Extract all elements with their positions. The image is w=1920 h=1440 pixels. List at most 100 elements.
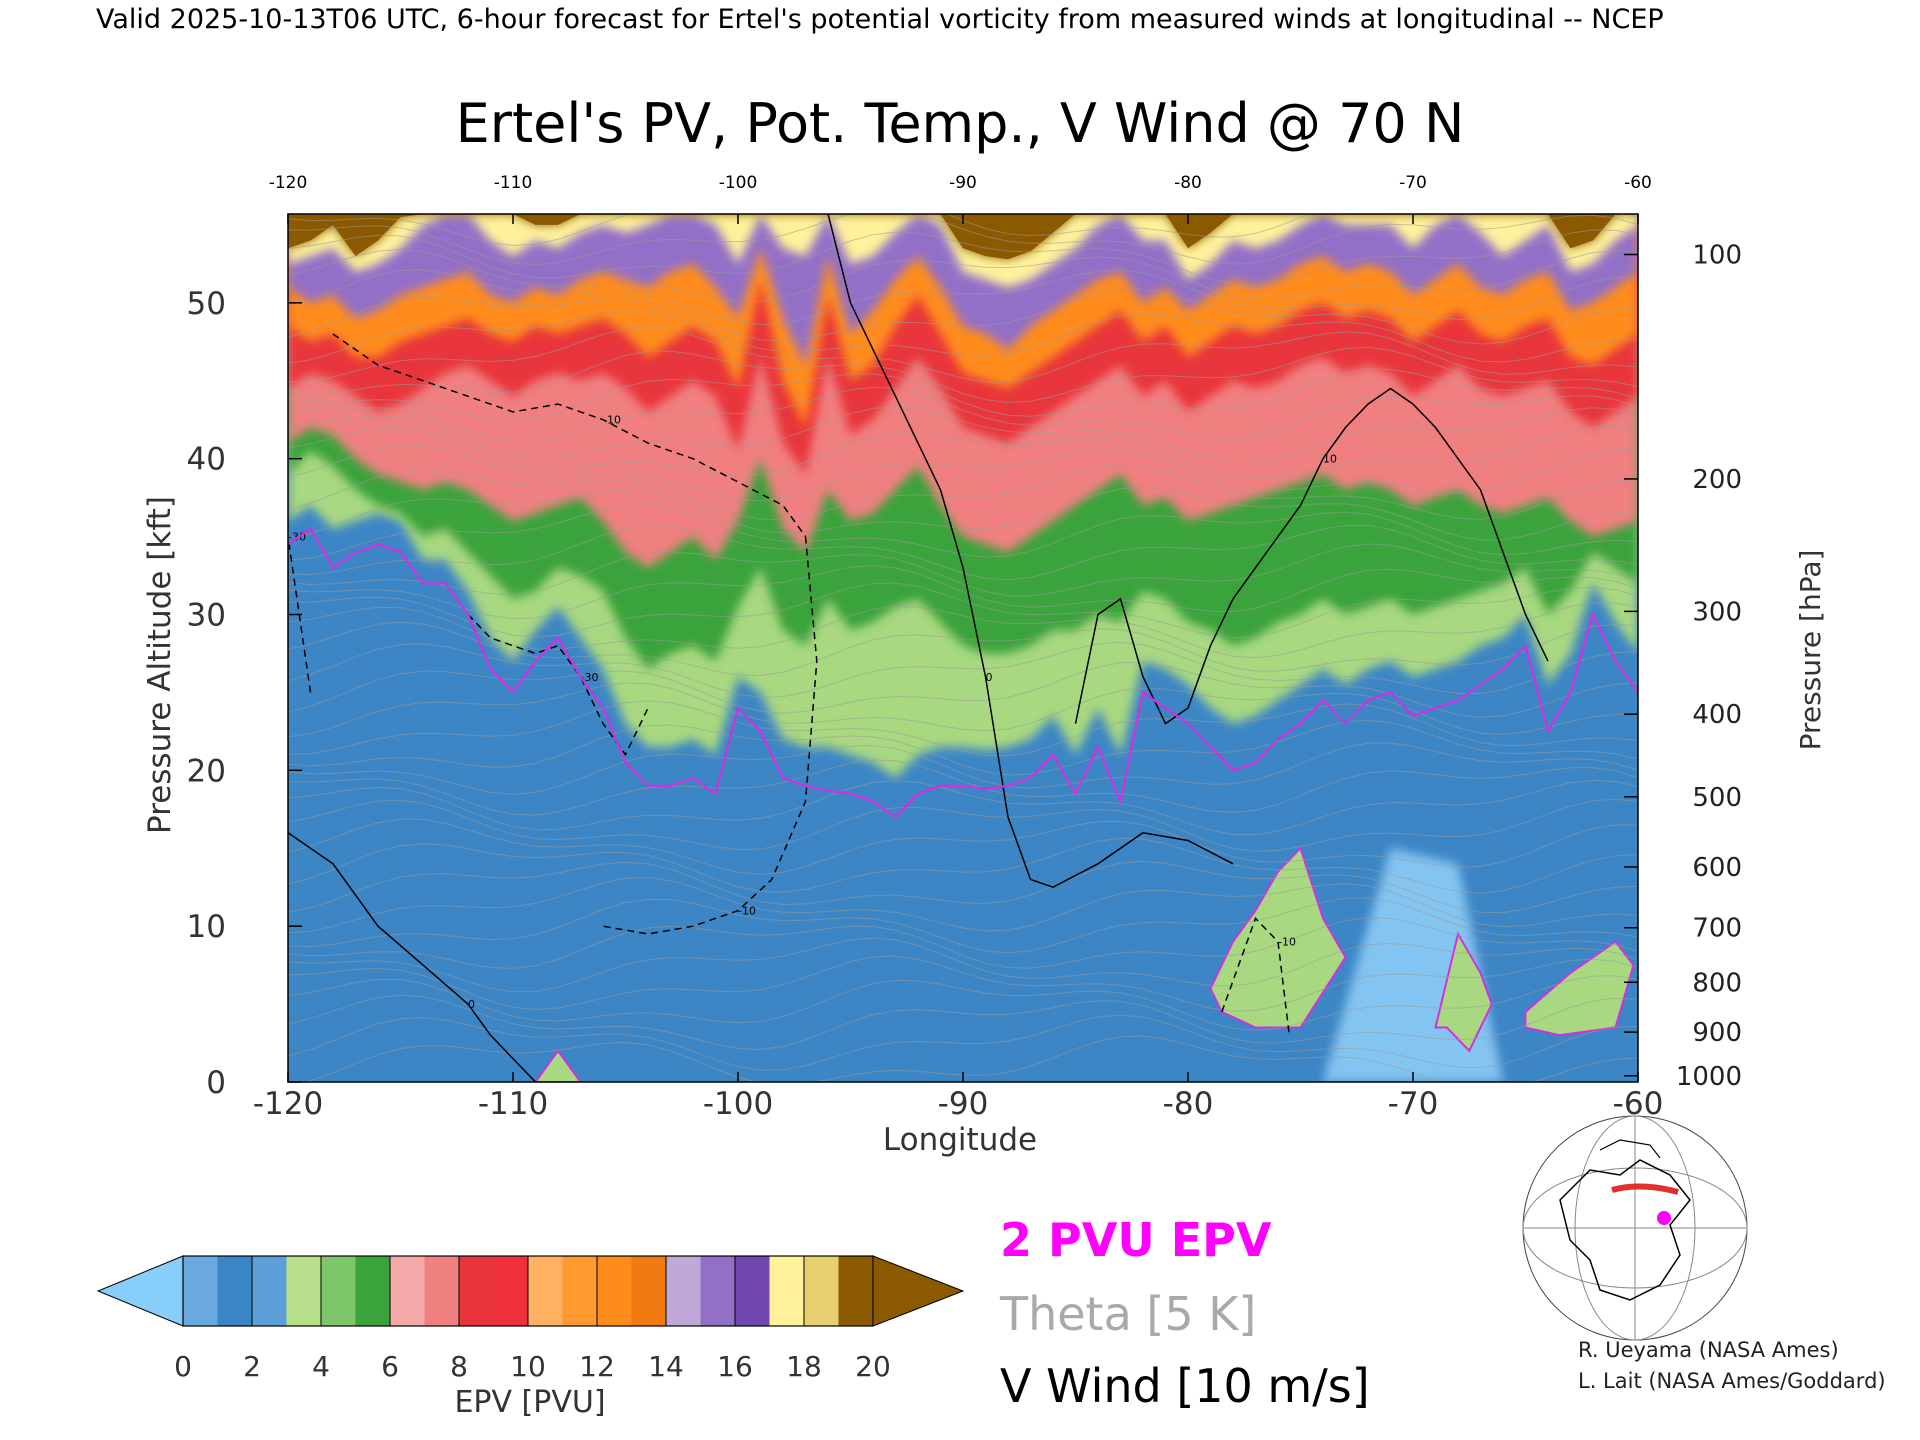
lower-pv-patch <box>1209 846 1347 1029</box>
theta-contour <box>288 621 1638 677</box>
x-tick-label: -120 <box>253 1086 323 1122</box>
epv-layer-16 <box>288 214 1638 366</box>
vwind-contour <box>602 536 818 935</box>
y-tick-label: 10 <box>187 909 226 945</box>
y-tick-label: 20 <box>187 753 226 789</box>
colorbar-swatch <box>528 1256 563 1326</box>
theta-contour <box>288 897 1638 954</box>
theta-contour <box>288 425 1638 480</box>
x-top-tick-label: -60 <box>1624 173 1652 193</box>
vwind-contour-label: -10 <box>1278 936 1296 949</box>
vwind-contour-label: -10 <box>738 905 756 918</box>
theta-contour <box>288 818 1638 875</box>
colorbar-swatch <box>355 1256 391 1326</box>
colorbar-tick-label: 4 <box>312 1350 330 1383</box>
vwind-contour-label: -10 <box>603 414 621 427</box>
colorbar-label: EPV [PVU] <box>454 1385 605 1420</box>
colorbar-swatch <box>804 1256 839 1326</box>
legend-pv: 2 PVU EPV <box>1000 1213 1272 1267</box>
vwind-contour-label: 0 <box>468 998 475 1011</box>
pressure-tick-label: 600 <box>1692 853 1742 883</box>
colorbar-swatch <box>769 1256 805 1326</box>
x-tick-label: -70 <box>1388 1086 1439 1122</box>
theta-contour <box>288 937 1638 993</box>
vwind-contour <box>332 333 807 538</box>
x-tick-label: -90 <box>938 1086 989 1122</box>
theta-contour <box>288 582 1638 639</box>
theta-contour <box>288 917 1638 969</box>
y-axis-label: Pressure Altitude [kft] <box>142 496 178 834</box>
theta-contour <box>288 719 1638 776</box>
colorbar: 0 2 4 6 8 10 12 14 16 18 20 <box>96 1255 965 1383</box>
y2-axis-label: Pressure [hPa] <box>1794 550 1827 751</box>
colorbar-swatch <box>252 1256 287 1326</box>
theta-contour <box>288 565 1638 620</box>
legend-vwind: V Wind [10 m/s] <box>1000 1359 1370 1413</box>
colorbar-swatch <box>183 1256 218 1326</box>
vwind-contour-label: 10 <box>1323 453 1337 466</box>
colorbar-tick-label: 12 <box>579 1350 615 1383</box>
colorbar-tick-label: 14 <box>648 1350 684 1383</box>
x-top-tick-label: -100 <box>719 173 758 193</box>
vwind-contour-label: -30 <box>581 671 599 684</box>
epv-shading <box>288 214 1638 1082</box>
x-top-tick-label: -120 <box>269 173 308 193</box>
epv-layer-18 <box>288 214 1638 288</box>
colorbar-tick-label: 16 <box>717 1350 753 1383</box>
pressure-tick-label: 900 <box>1692 1018 1742 1048</box>
y-tick-label: 40 <box>187 442 226 478</box>
theta-contour <box>288 975 1638 1031</box>
y-axis-left: 0 10 20 30 40 50 <box>187 286 302 1101</box>
epv-layer-top <box>288 214 1638 260</box>
theta-contour <box>288 214 1638 266</box>
y-tick-label: 0 <box>206 1065 226 1101</box>
tropopause-2pvu-line <box>288 527 1638 819</box>
colorbar-under-arrow <box>96 1255 184 1327</box>
colorbar-swatch <box>666 1256 701 1326</box>
credit-line-2: L. Lait (NASA Ames/Goddard) <box>1578 1369 1886 1393</box>
x-top-tick-label: -70 <box>1399 173 1427 193</box>
colorbar-swatch <box>735 1256 770 1326</box>
theta-contour <box>288 368 1638 422</box>
pv-2pvu-contour <box>288 527 1638 819</box>
theta-contour <box>288 682 1638 738</box>
theta-contour <box>288 876 1638 934</box>
colorbar-tick-label: 10 <box>510 1350 546 1383</box>
theta-contour <box>288 602 1638 659</box>
theta-contour <box>288 524 1638 581</box>
theta-contour <box>288 543 1638 597</box>
colorbar-tick-label: 6 <box>381 1350 399 1383</box>
y-tick-label: 30 <box>187 597 226 633</box>
x-tick-label: -80 <box>1163 1086 1214 1122</box>
pressure-tick-label: 800 <box>1692 968 1742 998</box>
theta-contour <box>288 860 1638 914</box>
x-tick-label: -110 <box>478 1086 548 1122</box>
colorbar-over-arrow <box>872 1255 965 1327</box>
vwind-contour <box>288 832 537 1082</box>
colorbar-swatch <box>286 1256 322 1326</box>
y-tick-label: 50 <box>187 286 226 322</box>
colorbar-swatch <box>562 1256 598 1326</box>
colorbar-tick-label: 20 <box>855 1350 891 1383</box>
colorbar-swatch <box>424 1256 460 1326</box>
theta-contour <box>288 346 1638 404</box>
globe-map-icon <box>1522 1115 1748 1341</box>
legend: 2 PVU EPV Theta [5 K] V Wind [10 m/s] <box>999 1213 1370 1413</box>
colorbar-swatch <box>493 1256 529 1326</box>
y-axis-right: 100 200 300 400 500 600 700 800 900 1000 <box>1624 241 1742 1092</box>
theta-contour <box>288 326 1638 383</box>
theta-contour <box>288 759 1638 816</box>
colorbar-swatch <box>390 1256 425 1326</box>
location-map-inset <box>1522 1115 1748 1341</box>
credit-line-1: R. Ueyama (NASA Ames) <box>1578 1338 1839 1362</box>
valid-time-banner: Valid 2025-10-13T06 UTC, 6-hour forecast… <box>96 4 1664 35</box>
x-axis-bottom: -120 -110 -100 -90 -80 -70 -60 <box>253 1072 1663 1122</box>
vwind-contour <box>827 214 1234 889</box>
vwind-contour <box>467 613 649 757</box>
pressure-tick-label: 400 <box>1692 700 1742 730</box>
theta-contour <box>288 955 1638 1012</box>
theta-contour <box>288 661 1638 718</box>
x-tick-label: -100 <box>703 1086 773 1122</box>
